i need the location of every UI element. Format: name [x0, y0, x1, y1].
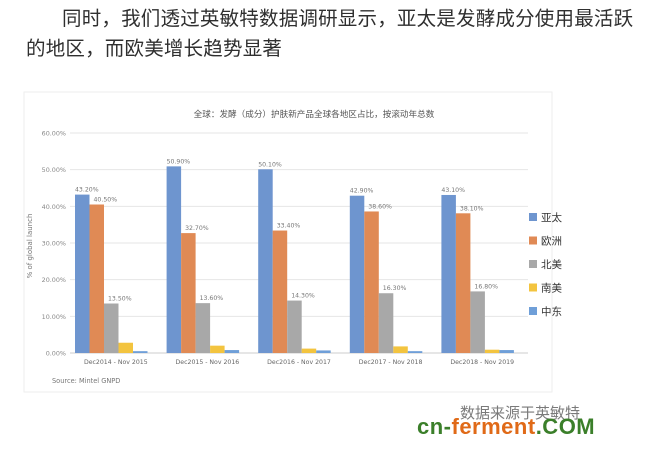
brand-part2: ferment — [451, 414, 536, 439]
data-label: 13.60% — [200, 295, 224, 302]
data-labels: 43.20% 40.50% 13.50% 50.90% 32.70% 13.60% 50.1… — [75, 158, 498, 302]
legend-label: 南美 — [541, 282, 562, 295]
y-tick-label: 50.00% — [42, 166, 66, 174]
data-label: 38.10% — [460, 205, 484, 212]
data-label: 14.30% — [291, 293, 315, 300]
data-label: 33.40% — [277, 223, 301, 230]
intro-text: 同时，我们透过英敏特数据调研显示，亚太是发酵成分使用最活跃的地区，而欧美增长趋势… — [26, 7, 634, 60]
bar-欧洲 — [181, 233, 196, 353]
bar-欧洲 — [272, 230, 288, 353]
source-note: Source: Mintel GNPD — [52, 377, 120, 385]
data-label: 38.60% — [368, 203, 392, 210]
bar-南美 — [484, 349, 500, 353]
data-label: 32.70% — [185, 225, 209, 232]
data-label: 43.10% — [441, 187, 465, 194]
bar-欧洲 — [364, 211, 379, 353]
x-tick-labels: Dec2014 - Nov 2015 Dec2015 - Nov 2016 Dec2… — [84, 359, 514, 366]
data-label: 50.10% — [258, 161, 282, 168]
data-label: 16.30% — [383, 285, 407, 292]
legend-swatch — [529, 307, 537, 315]
data-label: 13.50% — [108, 296, 132, 303]
x-tick-label: Dec2015 - Nov 2016 — [176, 359, 240, 366]
y-tick-label: 0.00% — [46, 350, 66, 358]
bar-中东 — [316, 350, 331, 353]
bar-北美 — [470, 291, 485, 353]
bar-南美 — [210, 345, 225, 353]
data-label: 16.80% — [474, 283, 498, 290]
bar-亚太 — [166, 166, 182, 353]
y-tick-label: 40.00% — [42, 203, 66, 211]
x-tick-label: Dec2018 - Nov 2019 — [450, 359, 514, 366]
legend-label: 中东 — [541, 305, 562, 318]
bar-南美 — [393, 346, 408, 353]
bar-北美 — [104, 303, 119, 353]
bar-北美 — [378, 293, 394, 353]
y-tick-label: 20.00% — [42, 276, 66, 284]
bar-南美 — [301, 348, 317, 353]
legend-label: 欧洲 — [541, 236, 562, 248]
brand-part3: .COM — [535, 414, 596, 439]
y-tick-label: 10.00% — [42, 313, 66, 321]
legend-swatch — [529, 213, 537, 221]
bar-亚太 — [258, 169, 273, 353]
y-tick-label: 60.00% — [42, 130, 66, 138]
bar-欧洲 — [455, 213, 471, 353]
legend-label: 亚太 — [541, 211, 562, 224]
data-label: 50.90% — [167, 158, 191, 165]
x-tick-label: Dec2014 - Nov 2015 — [84, 359, 148, 366]
data-label: 42.90% — [350, 188, 374, 195]
bar-北美 — [287, 300, 302, 353]
bar-亚太 — [75, 194, 90, 353]
brand-watermark: cn-ferment.COM — [417, 414, 595, 440]
x-tick-label: Dec2016 - Nov 2017 — [267, 359, 331, 366]
bar-南美 — [118, 342, 133, 353]
bar-中东 — [499, 350, 514, 353]
bar-中东 — [407, 351, 423, 353]
legend-swatch — [529, 236, 537, 245]
bars — [75, 166, 514, 353]
intro-paragraph: 同时，我们透过英敏特数据调研显示，亚太是发酵成分使用最活跃的地区，而欧美增长趋势… — [26, 4, 636, 64]
bar-北美 — [195, 303, 211, 353]
bar-亚太 — [349, 195, 365, 353]
bar-欧洲 — [89, 204, 104, 353]
chart-title: 全球：发酵（成分）护肤新产品全球各地区占比，按滚动年总数 — [194, 108, 435, 120]
bar-中东 — [224, 350, 240, 353]
brand-part1: cn- — [417, 414, 452, 439]
y-axis-label: % of global launch — [26, 214, 34, 279]
data-source-note: 数据来源于英敏特 — [460, 404, 581, 422]
legend-swatch — [529, 283, 537, 292]
bar-亚太 — [441, 194, 456, 353]
data-label: 43.20% — [75, 187, 99, 194]
legend-label: 北美 — [541, 258, 562, 271]
bar-中东 — [133, 351, 148, 353]
legend-swatch — [529, 260, 537, 268]
x-tick-label: Dec2017 - Nov 2018 — [359, 359, 423, 366]
y-tick-labels: 0.00% 10.00% 20.00% 30.00% 40.00% 50.00% 60.00… — [42, 130, 66, 358]
y-tick-label: 30.00% — [42, 240, 66, 248]
data-label: 40.50% — [94, 197, 118, 204]
